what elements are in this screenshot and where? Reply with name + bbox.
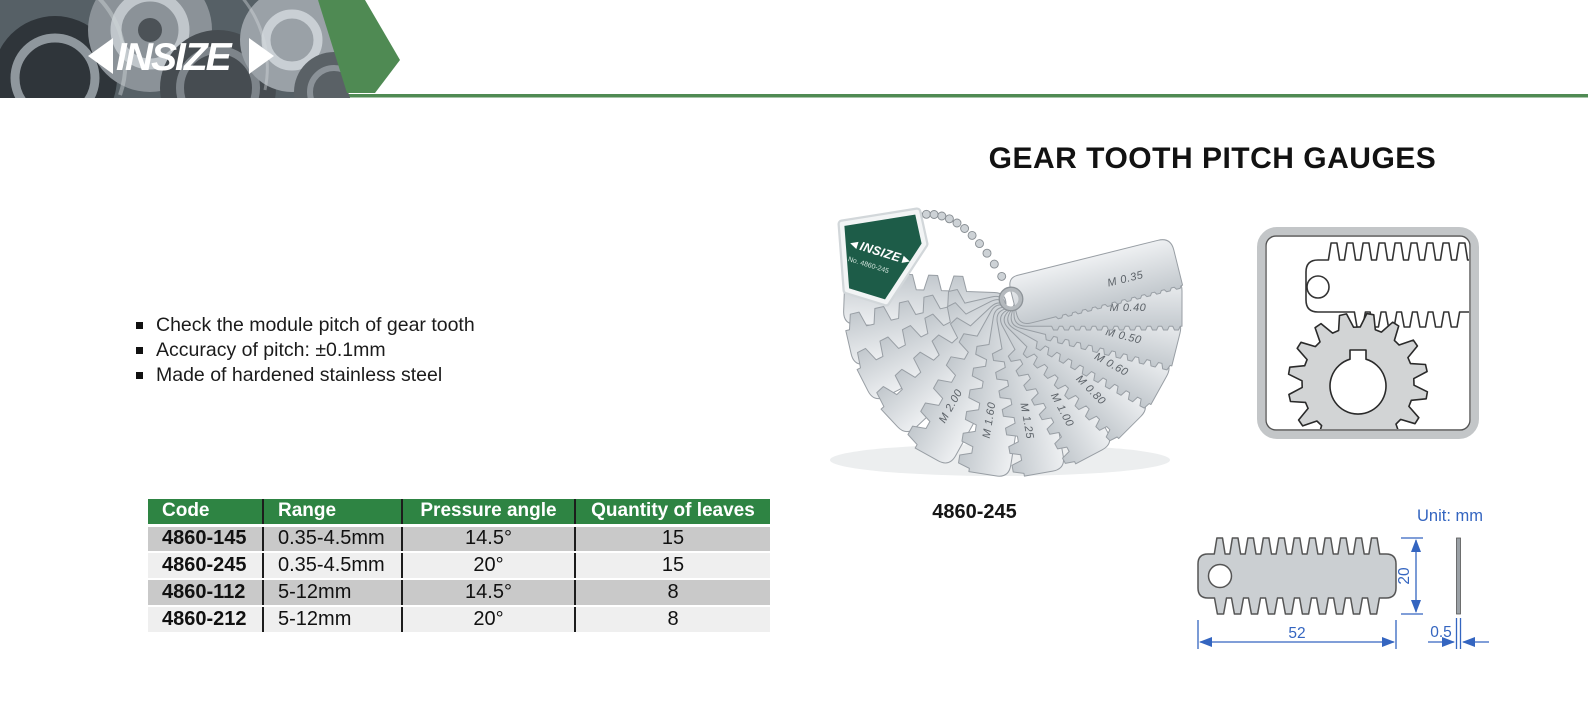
insize-logo: INSIZE	[88, 36, 274, 79]
table-row: 4860-145 0.35-4.5mm 14.5° 15	[148, 525, 770, 553]
product-code-caption: 4860-245	[932, 501, 1017, 523]
cell-pressure: 20°	[401, 552, 575, 580]
cell-range: 0.35-4.5mm	[262, 552, 402, 580]
cell-range: 5-12mm	[262, 606, 402, 634]
gear-bore-keyway	[1329, 349, 1387, 415]
feature-item: Check the module pitch of gear tooth	[136, 313, 475, 338]
unit-label: Unit: mm	[1417, 507, 1483, 525]
gauge-leaf-outline	[1305, 242, 1469, 328]
cell-pressure: 14.5°	[401, 525, 575, 553]
width-dim: 52	[1288, 625, 1305, 642]
cell-quantity: 8	[574, 606, 770, 634]
cell-code: 4860-112	[148, 579, 263, 607]
gauge-leaf-fan: M 2.00 M 1.60 M 1.25 M 1.00M 0.80M 0.60M 0.…	[843, 239, 1184, 477]
cell-code: 4860-212	[148, 606, 263, 634]
col-header-code: Code	[148, 499, 263, 527]
col-header-range: Range	[262, 499, 402, 527]
logo-left-arrow-icon	[88, 38, 113, 74]
table-row: 4860-212 5-12mm 20° 8	[148, 606, 770, 634]
cell-quantity: 15	[574, 552, 770, 580]
leaf-side-view	[1456, 537, 1461, 615]
thickness-dim: 0.5	[1430, 624, 1452, 641]
leaf-hole	[1306, 275, 1330, 299]
logo-right-arrow-icon	[249, 38, 274, 74]
leaf-label: M 1.60	[981, 401, 999, 439]
cell-quantity: 8	[574, 579, 770, 607]
leaf-front-view	[1197, 537, 1397, 615]
table-row: 4860-245 0.35-4.5mm 20° 15	[148, 552, 770, 580]
product-photo: M 2.00 M 1.60 M 1.25 M 1.00M 0.80M 0.60M 0.…	[830, 207, 1184, 477]
brand-tag: ◄INSIZE► No. 4860-245	[837, 207, 929, 307]
header-green-line	[0, 94, 1588, 98]
page-header: INSIZE	[0, 0, 1588, 98]
chain-ring-icon	[999, 287, 1023, 311]
header-chevron	[318, 0, 400, 93]
page-title: GEAR TOOTH PITCH GAUGES	[988, 142, 1437, 175]
cell-code: 4860-145	[148, 525, 263, 553]
table-row: 4860-112 5-12mm 14.5° 8	[148, 579, 770, 607]
cell-pressure: 20°	[401, 606, 575, 634]
logo-text: INSIZE	[116, 36, 233, 79]
spec-table: Code Range Pressure angle Quantity of le…	[148, 499, 770, 634]
gear-rack-diagram	[1257, 227, 1479, 439]
dimension-drawing: Unit: mm 20 52 0.5	[1197, 507, 1489, 649]
cell-code: 4860-245	[148, 552, 263, 580]
leaf-label: M 0.40	[1110, 302, 1147, 314]
feature-item: Accuracy of pitch: ±0.1mm	[136, 338, 475, 363]
cell-range: 0.35-4.5mm	[262, 525, 402, 553]
feature-item: Made of hardened stainless steel	[136, 363, 475, 388]
col-header-quantity: Quantity of leaves	[574, 499, 770, 527]
leaf-hole	[1207, 563, 1233, 589]
dimension-lines	[1197, 537, 1489, 649]
feature-list: Check the module pitch of gear tooth Acc…	[136, 313, 475, 388]
height-dim: 20	[1396, 567, 1413, 585]
cell-pressure: 14.5°	[401, 579, 575, 607]
col-header-pressure: Pressure angle	[401, 499, 575, 527]
cell-range: 5-12mm	[262, 579, 402, 607]
cell-quantity: 15	[574, 525, 770, 553]
machinery-photo: INSIZE	[0, 0, 350, 98]
table-header-row: Code Range Pressure angle Quantity of le…	[148, 499, 770, 527]
